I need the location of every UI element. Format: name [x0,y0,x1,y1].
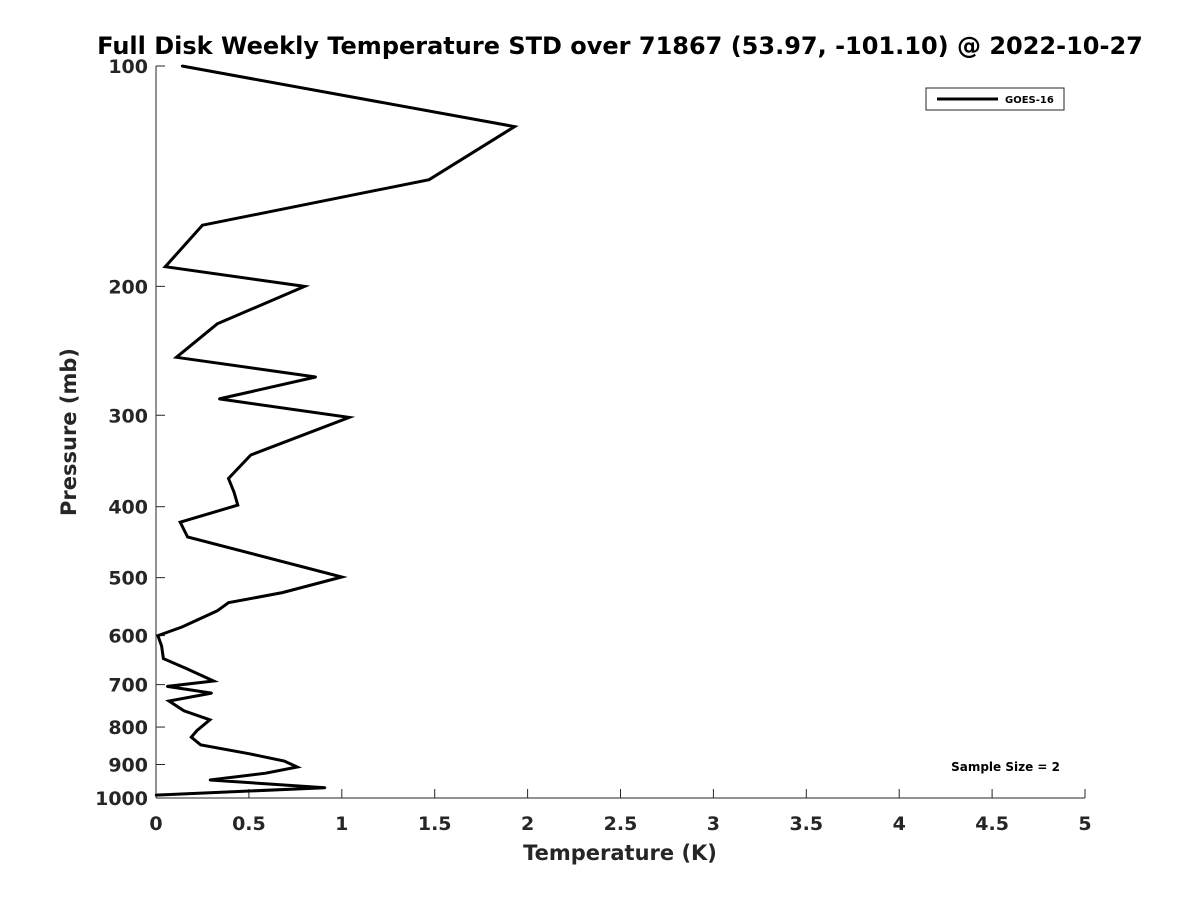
data-point [216,609,219,612]
data-point [247,752,251,755]
data-point [210,691,213,695]
x-tick-label: 4 [893,813,906,835]
y-tick-label: 100 [108,56,148,78]
data-point [218,397,221,401]
x-axis: 0 0.5 1 1.5 2 2.5 3 3.5 4 4.5 5 [149,789,1092,835]
plot-area [156,66,1085,798]
data-point [190,736,193,739]
data-point [201,224,204,227]
y-tick-label: 400 [108,497,148,519]
data-point [340,575,343,579]
data-point [303,285,306,288]
x-tick-label: 2 [521,813,534,835]
data-point [195,729,199,732]
data-point [184,667,187,670]
data-point [208,718,212,721]
legend: GOES-16 [925,87,1065,111]
data-point [154,793,158,797]
series-line-goes-16 [155,64,519,797]
data-point [165,685,169,688]
data-point [227,477,230,480]
data-point [296,765,299,769]
data-point [156,634,160,637]
y-tick-label: 900 [108,755,148,777]
data-point [208,778,212,782]
data-point [249,453,252,457]
x-tick-label: 0 [149,813,162,835]
data-point [180,625,184,629]
legend-label-goes-16: GOES-16 [1005,95,1054,106]
data-point [199,743,202,746]
data-point [180,64,184,68]
x-tick-label: 1 [335,813,348,835]
data-point [264,772,267,775]
y-tick-label: 200 [108,276,148,298]
data-point [283,759,286,763]
x-tick-label: 3.5 [789,813,823,835]
data-point [216,322,219,325]
data-point [513,125,516,128]
data-point [160,644,163,648]
sample-size-annotation: Sample Size = 2 [951,760,1060,774]
data-point [348,416,351,419]
data-point [175,356,178,359]
y-axis: 100 200 300 400 500 600 700 800 900 1000 [95,56,165,810]
data-point [182,709,186,712]
data-point [236,503,239,507]
data-point [212,679,215,683]
data-point [281,591,284,594]
data-point [227,601,230,604]
y-axis-label: Pressure (mb) [57,348,81,516]
data-point [164,265,167,268]
x-tick-label: 2.5 [604,813,638,835]
x-tick-label: 5 [1078,813,1091,835]
data-point [314,375,317,379]
data-point [323,786,327,789]
y-tick-label: 700 [108,675,148,697]
x-tick-label: 1.5 [418,813,452,835]
x-axis-label: Temperature (K) [523,841,717,865]
data-point [167,699,171,703]
data-point [427,178,431,181]
chart-title: Full Disk Weekly Temperature STD over 71… [97,32,1143,60]
data-point [186,535,189,539]
data-point [179,521,182,524]
y-tick-label: 800 [108,717,148,739]
y-tick-label: 1000 [95,788,148,810]
x-tick-label: 3 [707,813,720,835]
data-point [232,490,236,494]
y-tick-label: 500 [108,568,148,590]
x-tick-label: 0.5 [232,813,266,835]
data-point [162,657,165,660]
series-layer [154,64,519,797]
y-tick-label: 600 [108,626,148,648]
y-tick-label: 300 [108,405,148,427]
x-tick-label: 4.5 [975,813,1009,835]
